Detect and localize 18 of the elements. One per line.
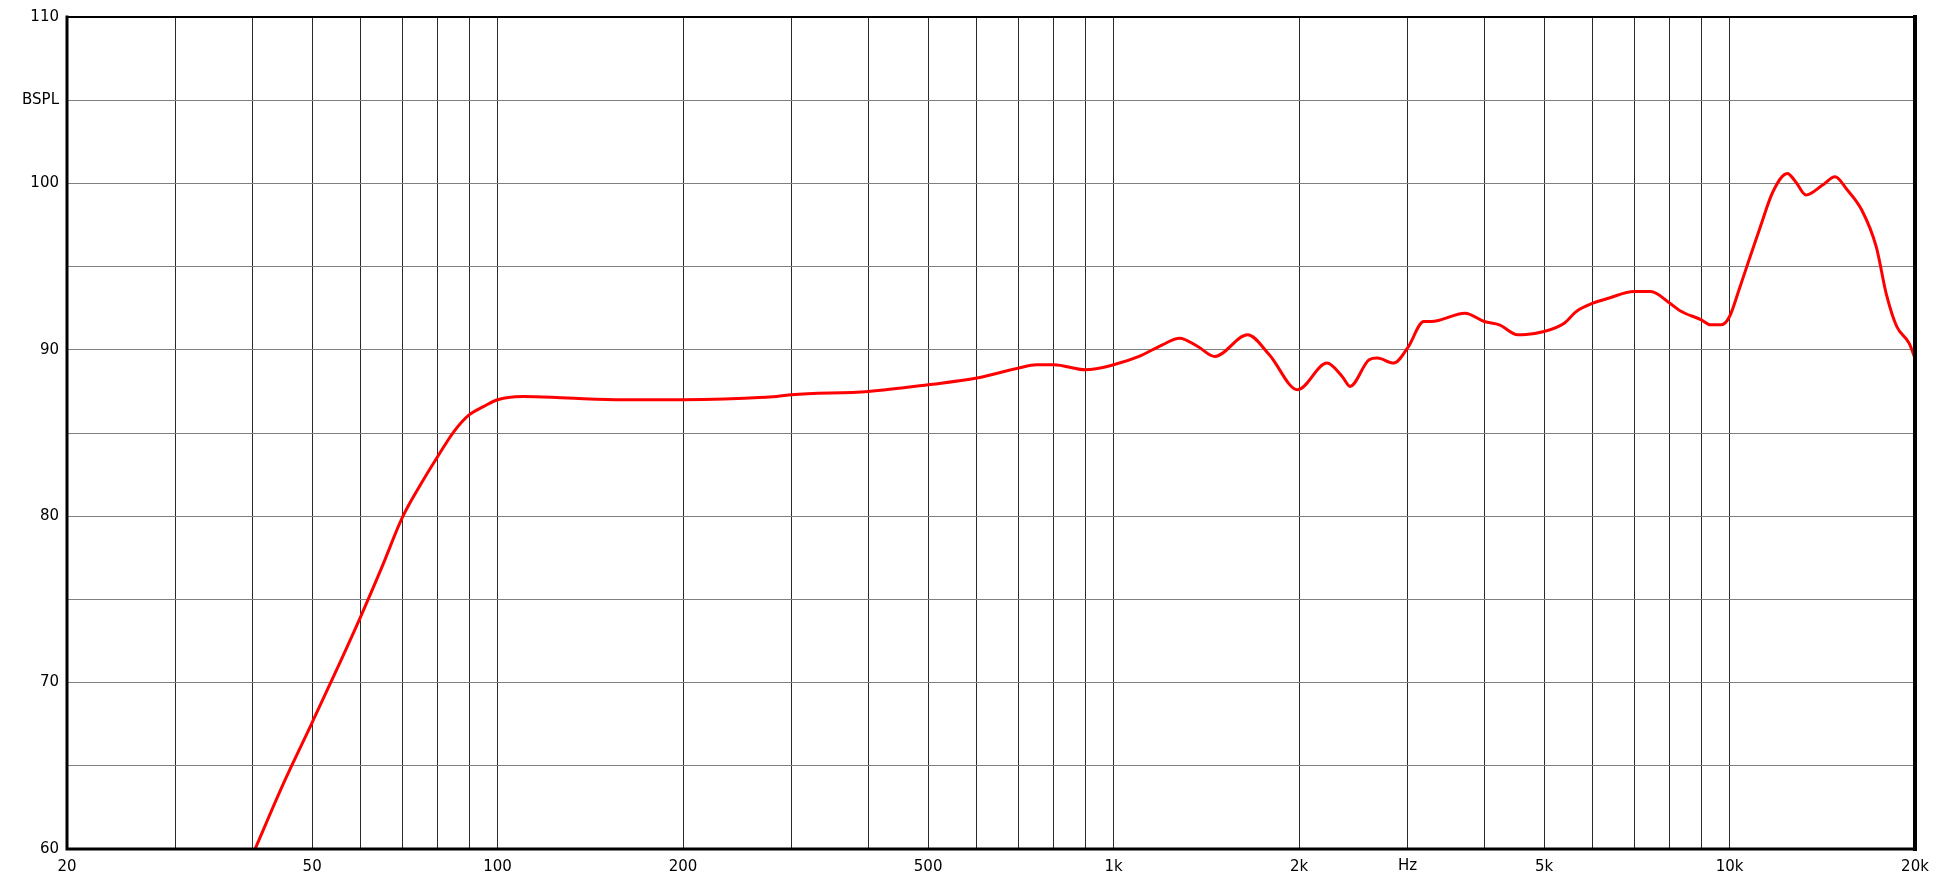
y-tick-label: 100 [30,173,59,192]
x-axis-title: Hz [1397,855,1418,874]
y-tick-label: 80 [39,506,59,525]
y-tick-label: 110 [30,6,59,25]
x-tick-label: 2k [1289,856,1309,875]
y-axis-title: BSPL [22,90,60,109]
x-tick-label: 20k [1901,856,1930,875]
x-tick-label: 1k [1104,856,1123,875]
x-tick-label: 200 [668,856,698,875]
x-tick-label: 50 [302,856,322,875]
x-tick-label: 20 [57,856,77,875]
y-tick-label: 60 [39,838,59,857]
x-tick-label: 5k [1535,856,1554,875]
x-tick-label: 10k [1715,856,1744,875]
x-tick-label: 500 [913,856,943,875]
y-tick-label: 70 [39,672,59,691]
y-tick-label: 90 [39,339,59,358]
x-tick-label: 100 [483,856,512,875]
